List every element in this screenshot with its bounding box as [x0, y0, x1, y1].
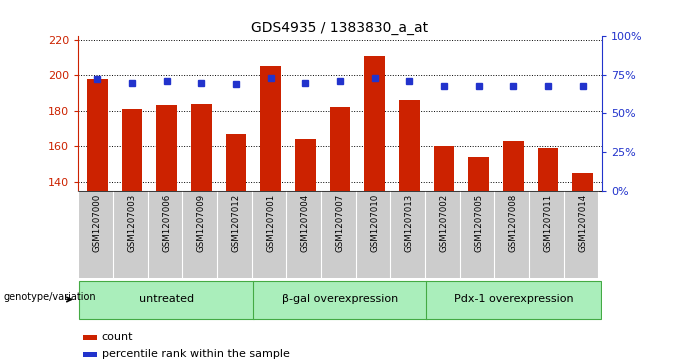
Title: GDS4935 / 1383830_a_at: GDS4935 / 1383830_a_at [252, 21, 428, 35]
Bar [252, 281, 428, 319]
Text: GSM1207002: GSM1207002 [439, 194, 449, 252]
Bar [87, 79, 107, 191]
Bar [503, 141, 524, 191]
Text: GSM1207007: GSM1207007 [335, 194, 345, 252]
Text: GSM1207006: GSM1207006 [162, 194, 171, 252]
Text: percentile rank within the sample: percentile rank within the sample [102, 349, 290, 359]
Text: count: count [102, 332, 133, 342]
Text: untreated: untreated [139, 294, 194, 305]
Bar [538, 148, 558, 191]
Text: GSM1207010: GSM1207010 [370, 194, 379, 252]
Bar [330, 107, 350, 191]
Bar [84, 335, 97, 340]
Bar [295, 139, 316, 191]
Bar [573, 173, 593, 191]
Bar [80, 281, 254, 319]
Bar [122, 109, 142, 191]
Bar [260, 66, 281, 191]
Bar [84, 352, 97, 357]
Text: GSM1207000: GSM1207000 [92, 194, 102, 252]
Bar [434, 146, 454, 191]
Bar [469, 157, 489, 191]
Bar [364, 56, 385, 191]
Text: GSM1207011: GSM1207011 [543, 194, 553, 252]
Bar [226, 134, 246, 191]
Text: GSM1207012: GSM1207012 [231, 194, 241, 252]
Bar [156, 106, 177, 191]
Text: GSM1207008: GSM1207008 [509, 194, 518, 252]
Text: GSM1207004: GSM1207004 [301, 194, 310, 252]
Text: Pdx-1 overexpression: Pdx-1 overexpression [454, 294, 573, 305]
Bar [426, 281, 600, 319]
Text: GSM1207003: GSM1207003 [127, 194, 137, 252]
Bar [191, 104, 211, 191]
Bar [399, 100, 420, 191]
Text: GSM1207013: GSM1207013 [405, 194, 414, 252]
Text: genotype/variation: genotype/variation [4, 292, 97, 302]
Text: GSM1207009: GSM1207009 [197, 194, 206, 252]
Text: GSM1207014: GSM1207014 [578, 194, 588, 252]
Text: GSM1207001: GSM1207001 [266, 194, 275, 252]
Text: GSM1207005: GSM1207005 [474, 194, 483, 252]
Text: β-gal overexpression: β-gal overexpression [282, 294, 398, 305]
